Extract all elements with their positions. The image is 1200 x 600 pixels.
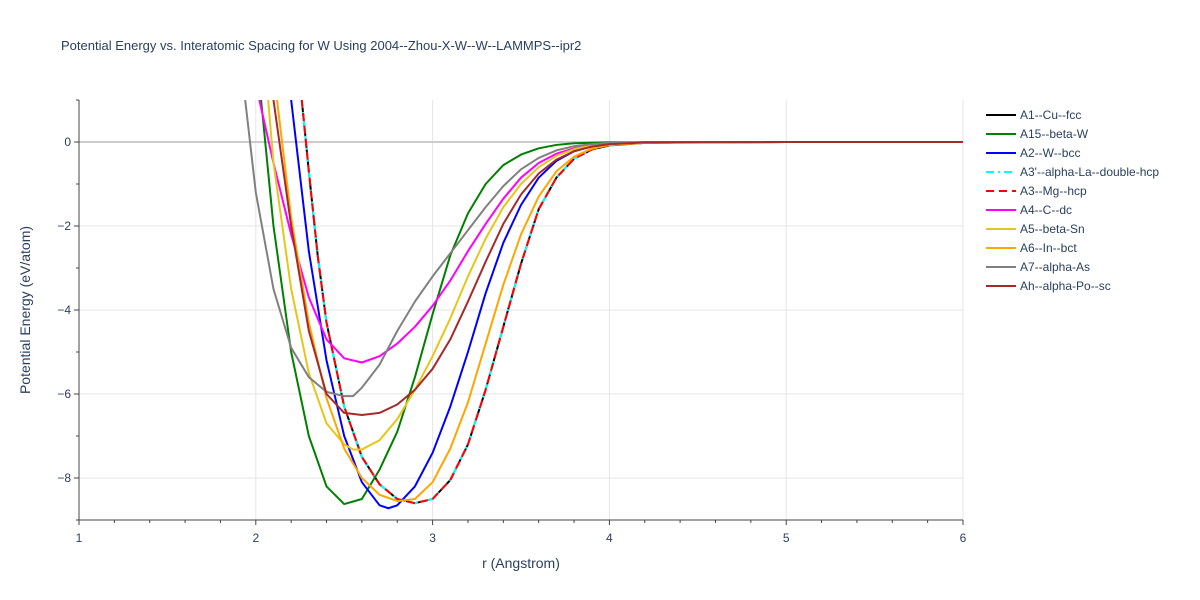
x-tick-label: 2 <box>252 531 259 545</box>
legend-label: A5--beta-Sn <box>1020 222 1085 236</box>
series-line-1 <box>260 100 963 506</box>
legend-item[interactable]: Ah--alpha-Po--sc <box>986 279 1111 293</box>
legend-item[interactable]: A1--Cu--fcc <box>986 108 1081 122</box>
legend-label: A3'--alpha-La--double-hcp <box>1020 165 1159 179</box>
legend-label: Ah--alpha-Po--sc <box>1020 279 1111 293</box>
x-tick-label: 6 <box>960 531 967 545</box>
x-tick-label: 1 <box>76 531 83 545</box>
legend-item[interactable]: A15--beta-W <box>986 127 1089 141</box>
y-tick-label: −2 <box>57 219 71 233</box>
y-tick-label: −6 <box>57 387 71 401</box>
legend-item[interactable]: A2--W--bcc <box>986 146 1080 160</box>
series-line-6 <box>267 100 963 451</box>
legend-item[interactable]: A4--C--dc <box>986 203 1072 217</box>
y-tick-label: −4 <box>57 303 71 317</box>
series-line-9 <box>272 100 963 416</box>
legend-label: A2--W--bcc <box>1020 146 1080 160</box>
legend-item[interactable]: A3--Mg--hcp <box>986 184 1087 198</box>
x-axis-title: r (Angstrom) <box>482 555 560 571</box>
legend-label: A15--beta-W <box>1020 127 1089 141</box>
x-tick-label: 4 <box>606 531 613 545</box>
series-line-7 <box>276 100 963 503</box>
y-axis-title: Potential Energy (eV/atom) <box>17 226 33 394</box>
legend-label: A6--In--bct <box>1020 241 1077 255</box>
chart-title: Potential Energy vs. Interatomic Spacing… <box>61 38 581 53</box>
legend-label: A4--C--dc <box>1020 203 1072 217</box>
legend-item[interactable]: A7--alpha-As <box>986 260 1090 274</box>
legend[interactable]: A1--Cu--fcc A15--beta-W A2--W--bcc A3'--alp… <box>986 108 1159 293</box>
y-tick-label: −8 <box>57 471 71 485</box>
series-line-8 <box>244 100 963 398</box>
legend-item[interactable]: A6--In--bct <box>986 241 1077 255</box>
x-tick-label: 5 <box>783 531 790 545</box>
x-tick-label: 3 <box>429 531 436 545</box>
series-layer <box>244 100 963 510</box>
legend-label: A7--alpha-As <box>1020 260 1090 274</box>
legend-item[interactable]: A5--beta-Sn <box>986 222 1085 236</box>
legend-item[interactable]: A3'--alpha-La--double-hcp <box>986 165 1159 179</box>
legend-label: A1--Cu--fcc <box>1020 108 1081 122</box>
legend-label: A3--Mg--hcp <box>1020 184 1087 198</box>
axes: 1 2 3 4 5 6 0 −2 −4 −6 −8 <box>57 99 967 545</box>
series-line-3 <box>300 100 963 505</box>
y-tick-label: 0 <box>64 135 71 149</box>
